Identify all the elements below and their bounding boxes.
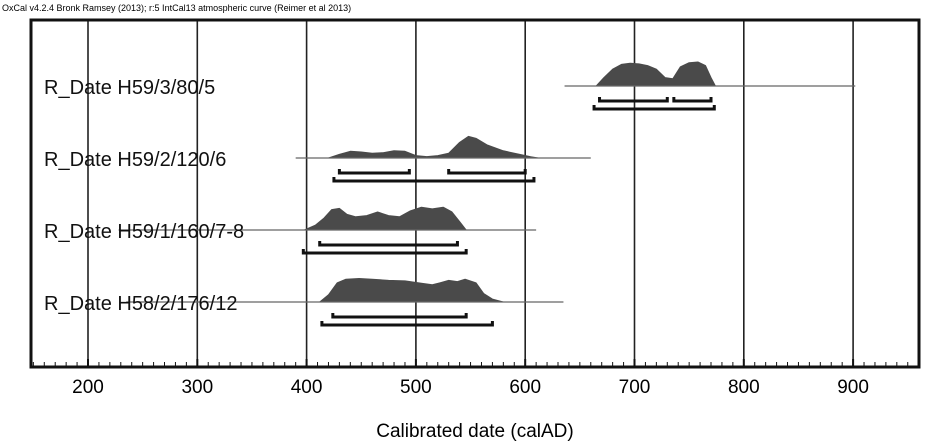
range-95-bracket [332,177,536,183]
range-68-bracket [337,169,411,175]
series-label: R_Date H59/2/120/6 [44,149,226,171]
range-68-bracket [331,313,468,319]
x-tick-label-900: 900 [837,377,869,398]
range-95-bracket [592,105,716,111]
series-1: R_Date H59/3/80/5 [44,61,856,111]
series-2: R_Date H59/2/120/6 [44,135,591,183]
series-label: R_Date H58/2/176/12 [44,293,237,315]
x-tick-label-400: 400 [291,377,323,398]
x-tick-label-500: 500 [400,377,432,398]
series-group: R_Date H59/3/80/5 R_Date H59/2/120/6 R_Dat… [44,61,856,327]
series-label: R_Date H59/1/160/7-8 [44,221,244,243]
chart-header: OxCal v4.2.4 Bronk Ramsey (2013); r:5 In… [2,3,351,13]
range-95-bracket [320,321,494,327]
x-tick-label-600: 600 [509,377,541,398]
x-tick-label-800: 800 [728,377,760,398]
x-axis: 200 300 400 500 600 700 800 900 [32,359,909,398]
x-tick-label-200: 200 [72,377,104,398]
x-axis-label: Calibrated date (calAD) [376,421,573,442]
plot-frame [29,18,921,369]
range-68-bracket [318,241,459,247]
series-3: R_Date H59/1/160/7-8 [44,206,537,255]
range-68-bracket [672,97,713,103]
probability-distribution [303,206,467,231]
x-tick-label-300: 300 [181,377,213,398]
series-4: R_Date H58/2/176/12 [44,278,564,327]
probability-distribution [328,135,539,159]
x-tick-label-700: 700 [619,377,651,398]
range-95-bracket [301,249,468,255]
range-68-bracket [447,169,527,175]
series-label: R_Date H59/3/80/5 [44,77,215,99]
probability-distribution [319,278,504,303]
range-68-bracket [598,97,669,103]
probability-distribution [595,61,716,87]
